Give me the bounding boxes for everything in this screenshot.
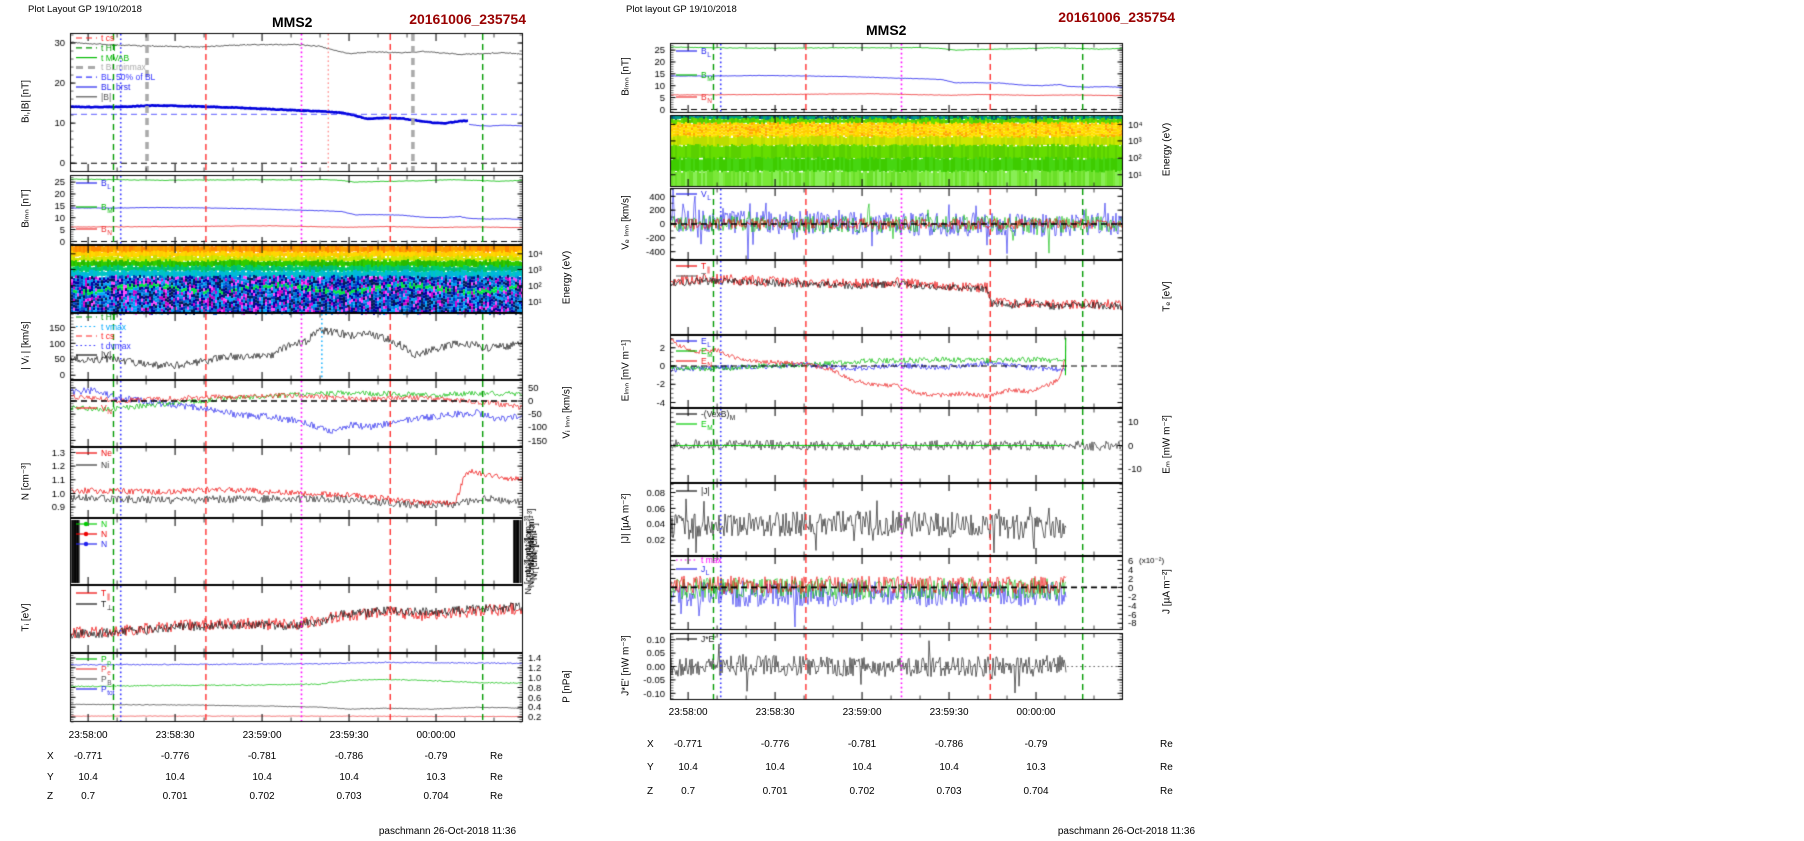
time-tick-label: 23:59:30: [929, 707, 969, 718]
ephemeris-value: 10.4: [339, 772, 359, 783]
time-tick-label: 23:59:00: [242, 730, 282, 741]
ephemeris-unit: Re: [1160, 762, 1173, 773]
time-tick-label: 23:59:30: [329, 730, 369, 741]
ephemeris-value: 0.702: [249, 791, 275, 802]
left-credit-footer: paschmann 26-Oct-2018 11:36: [378, 826, 516, 837]
ephemeris-value: 0.7: [81, 791, 96, 802]
ephemeris-value: -0.771: [673, 739, 703, 750]
ephemeris-unit: Re: [490, 751, 503, 762]
ephemeris-value: -0.786: [934, 739, 964, 750]
ephemeris-value: -0.781: [847, 739, 877, 750]
left-figure-title: MMS2: [272, 14, 313, 30]
ephemeris-value: 10.4: [852, 762, 872, 773]
right-dataset-id: 20161006_235754: [1058, 9, 1175, 25]
ephemeris-value: 10.3: [426, 772, 446, 783]
ylabel-r5: Eₗₘₙ [mV m⁻¹]: [620, 339, 632, 401]
ylabel-r9: J*E' [nW m⁻³]: [620, 634, 632, 696]
ephemeris-unit: Re: [490, 791, 503, 802]
time-tick-label: 23:58:00: [668, 707, 708, 718]
right-layout-label: Plot layout GP 19/10/2018: [626, 4, 737, 15]
ephemeris-value: 0.704: [423, 791, 449, 802]
ephemeris-value: 0.7: [681, 786, 696, 797]
ylabel-r2: Energy (eV): [1161, 122, 1173, 177]
left-layout-label: Plot Layout GP 19/10/2018: [28, 4, 142, 15]
ephemeris-row-label: Y: [647, 762, 654, 773]
ylabel-r7: |J| [µA m⁻²]: [620, 492, 632, 544]
ephemeris-unit: Re: [490, 772, 503, 783]
ylabel-l2: Bₗₘₙ [nT]: [20, 189, 32, 228]
ylabel-l4: | Vᵢ | [km/s]: [20, 320, 32, 370]
ephemeris-value: -0.776: [760, 739, 790, 750]
ephemeris-row-label: X: [47, 751, 54, 762]
ylabel-r1: Bₗₘₙ [nT]: [620, 57, 632, 96]
ylabel-l5: Vᵢ ₗₘₙ [km/s]: [561, 385, 573, 439]
ephemeris-value: 0.703: [936, 786, 962, 797]
ylabel-l9: P [nPa]: [561, 669, 573, 703]
ephemeris-value: 0.701: [762, 786, 788, 797]
ephemeris-value: 10.4: [678, 762, 698, 773]
ephemeris-value: -0.776: [160, 751, 190, 762]
ylabel-l6: N [cm⁻³]: [20, 462, 32, 500]
time-tick-label: 23:58:00: [68, 730, 108, 741]
ephemeris-value: 10.4: [252, 772, 272, 783]
time-tick-label: 00:00:00: [1016, 707, 1056, 718]
right-figure-title: MMS2: [866, 22, 907, 38]
ylabel-l8: Tᵢ [eV]: [20, 603, 32, 632]
ephemeris-unit: Re: [1160, 739, 1173, 750]
ephemeris-unit: Re: [1160, 786, 1173, 797]
ephemeris-value: 10.4: [939, 762, 959, 773]
ephemeris-value: 0.703: [336, 791, 362, 802]
time-tick-label: 23:58:30: [155, 730, 195, 741]
ephemeris-row-label: Z: [47, 791, 54, 802]
ephemeris-value: 0.704: [1023, 786, 1049, 797]
ephemeris-value: 10.3: [1026, 762, 1046, 773]
ephemeris-value: -0.79: [1024, 739, 1048, 750]
ephemeris-value: -0.79: [424, 751, 448, 762]
ephemeris-row-label: Y: [47, 772, 54, 783]
time-tick-label: 23:58:30: [755, 707, 795, 718]
ephemeris-value: 10.4: [78, 772, 98, 783]
ephemeris-value: 0.702: [849, 786, 875, 797]
time-tick-label: 00:00:00: [416, 730, 456, 741]
ephemeris-row-label: Z: [647, 786, 654, 797]
ephemeris-row-label: X: [647, 739, 654, 750]
ylabel-r3: Vₑ ₗₘₙ [km/s]: [620, 195, 632, 250]
ephemeris-value: -0.781: [247, 751, 277, 762]
ylabel-l3: Energy (eV): [561, 250, 573, 305]
ephemeris-value: 0.701: [162, 791, 188, 802]
ephemeris-value: -0.786: [334, 751, 364, 762]
ephemeris-value: 10.4: [765, 762, 785, 773]
left-dataset-id: 20161006_235754: [409, 11, 526, 27]
ephemeris-value: -0.771: [73, 751, 103, 762]
ylabel-r4: Tₑ [eV]: [1161, 280, 1173, 312]
time-tick-label: 23:59:00: [842, 707, 882, 718]
ephemeris-value: 10.4: [165, 772, 185, 783]
ylabel-r8: J [µA m⁻²]: [1161, 569, 1173, 614]
ylabel-r6: Eₘ [mW m⁻²]: [1161, 414, 1173, 474]
right-credit-footer: paschmann 26-Oct-2018 11:36: [1057, 826, 1195, 837]
